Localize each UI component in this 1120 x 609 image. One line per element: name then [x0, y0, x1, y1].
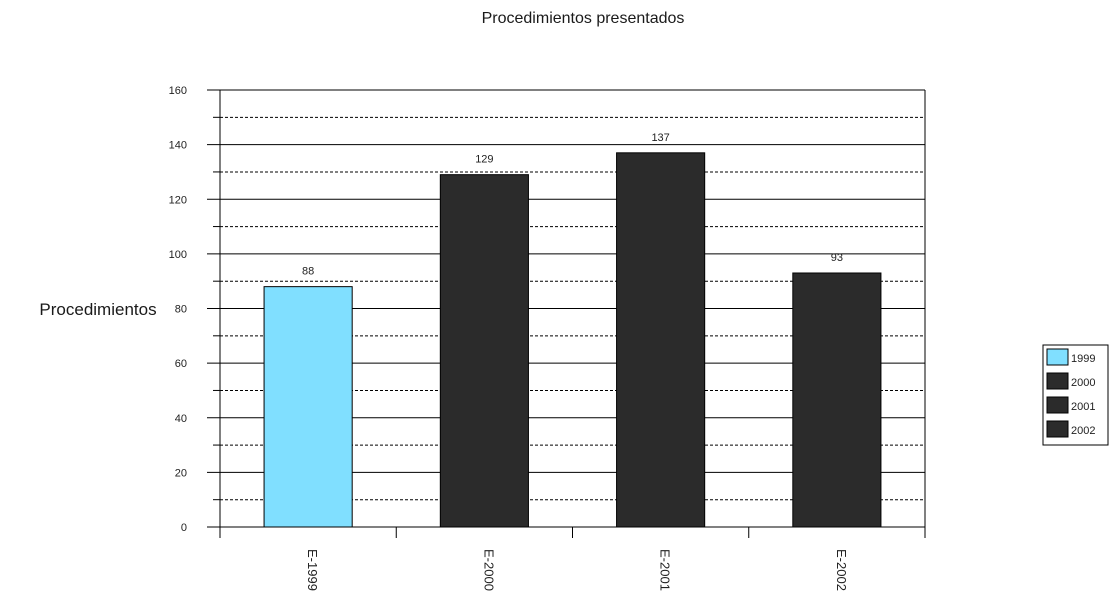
x-tick-label: E-2002 — [834, 549, 849, 591]
x-tick-label: E-2001 — [658, 549, 673, 591]
legend-swatch-2000 — [1046, 372, 1069, 390]
axes — [207, 89, 926, 538]
y-axis-label: Procedimientos — [39, 300, 156, 319]
y-tick-label: 40 — [175, 413, 187, 425]
bar-E-2002 — [792, 272, 882, 528]
legend-label: 2001 — [1071, 401, 1095, 413]
y-tick-label: 120 — [169, 194, 187, 206]
y-tick-label: 0 — [181, 522, 187, 534]
x-tick-label: E-1999 — [305, 549, 320, 591]
data-label: 137 — [651, 132, 669, 144]
y-tick-label: 140 — [169, 140, 187, 152]
legend-label: 2002 — [1071, 425, 1095, 437]
legend-label: 2000 — [1071, 377, 1095, 389]
legend-swatch-2002 — [1046, 420, 1069, 438]
bars — [263, 152, 882, 528]
bar-E-2000 — [439, 174, 529, 528]
y-tick-label: 100 — [169, 249, 187, 261]
bar-E-1999 — [263, 286, 353, 528]
x-tick-label: E-2000 — [481, 549, 496, 591]
data-label: 129 — [475, 154, 493, 166]
chart-title: Procedimientos presentados — [482, 10, 685, 27]
data-label: 93 — [831, 252, 843, 264]
bar-E-2001 — [616, 152, 706, 528]
y-tick-label: 60 — [175, 358, 187, 370]
y-tick-label: 80 — [175, 304, 187, 316]
labels: 0 20 40 60 80 100 120 140 160 88 E-1999 129 E-2000 13… — [169, 85, 849, 591]
legend-label: 1999 — [1071, 353, 1095, 365]
y-tick-label: 160 — [169, 85, 187, 97]
data-label: 88 — [302, 266, 314, 278]
legend: 1999 2000 2001 2002 — [1042, 344, 1109, 446]
legend-swatch-1999 — [1046, 348, 1069, 366]
y-tick-label: 20 — [175, 467, 187, 479]
legend-swatch-2001 — [1046, 396, 1069, 414]
